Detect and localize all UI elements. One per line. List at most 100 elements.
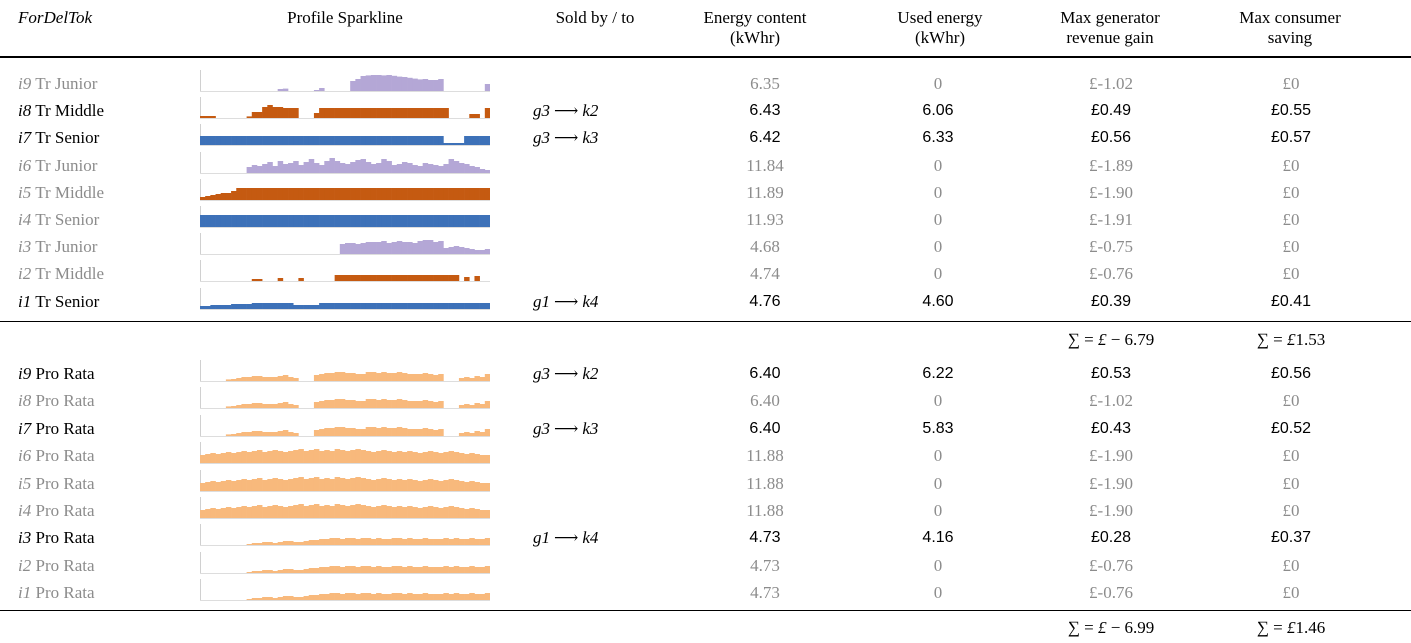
sparkline-bar [267,136,273,146]
sparkline-bar [313,504,320,518]
sparkline-bar [277,215,284,227]
sparkline-bar [391,242,398,255]
sparkline-bar [225,215,232,227]
sparkline-bar [365,451,372,464]
sparkline-bar [386,160,392,173]
sparkline-bar [324,450,330,464]
sparkline-bar [448,594,455,601]
sparkline-bar [438,302,444,309]
sparkline-bar [458,432,465,436]
sparkline-bar [376,565,382,573]
energy-content: 11.89 [746,182,784,202]
sparkline-bar [427,302,434,309]
sparkline-bar [381,566,387,573]
sparkline-bar [251,136,258,146]
sparkline-bar [391,479,398,491]
sparkline-bar [401,539,408,546]
sparkline-bar [433,539,439,546]
sparkline-bar [433,136,439,146]
sparkline-bar [350,427,356,436]
sparkline-bar [438,428,444,436]
sparkline-bar [355,594,361,601]
sold-by-to: g3 ⟶ k3 [533,419,598,439]
sparkline-bar [464,163,470,173]
sparkline-bar [401,187,408,200]
used-energy: 0 [933,182,943,202]
sparkline-bar [293,187,299,200]
row-label: i4 Tr Senior [18,210,99,230]
sparkline-bar [360,401,367,409]
sparkline-bar [376,136,382,146]
sparkline-bar [448,539,455,546]
sparkline-bar [313,540,320,546]
sparkline-bar [381,136,387,146]
sparkline-bar [417,79,423,91]
sparkline-bar [205,454,211,464]
row-index: i8 [18,391,32,411]
sold-to: k2 [582,364,599,383]
sparkline-bar [407,187,413,200]
sparkline-bar [433,187,439,200]
sparkline-bar [236,187,242,200]
sparkline-bar [329,478,335,491]
sparkline-bar [370,426,377,436]
sparkline-bar [365,426,372,436]
energy-content: 6.42 [749,129,781,147]
max-consumer-saving: £0 [1282,264,1300,284]
sparkline-bar [365,593,372,601]
sparkline-bar [313,375,320,381]
sparkline-bar [272,543,278,546]
row-tranche: Pro Rata [35,364,95,383]
sparkline-bar [417,136,423,146]
profile-sparkline [200,497,490,524]
sparkline-bar [262,163,268,173]
sparkline-bar [443,215,449,227]
sparkline-bar [324,505,330,518]
max-generator-gain: £0.53 [1090,365,1132,382]
sparkline-bar [277,136,284,146]
sparkline-bar [376,593,382,601]
sparkline-bar [469,538,475,546]
sparkline-bar [360,302,367,309]
sparkline-bar [443,452,449,464]
sparkline-bar [391,400,398,409]
row-tranche: Pro Rata [35,473,95,493]
sparkline-bar [412,164,418,173]
sparkline-bar [324,136,330,146]
sparkline-bar [391,275,398,282]
sparkline-bar [448,478,455,491]
sparkline-bar [231,379,237,381]
sparkline-bar [464,302,470,309]
sparkline-bar [422,162,429,173]
sparkline-bar [386,539,392,546]
sparkline-bar [443,143,449,146]
sparkline-bar [407,136,413,146]
sparkline-bar [365,506,372,518]
sparkline-bar [256,187,263,200]
sparkline-bar [256,450,263,464]
sparkline-bar [484,302,490,309]
sparkline-bar [386,566,392,573]
sparkline-bar [427,240,434,255]
header-max-consumer-line2: saving [1267,28,1313,47]
sparkline-bar [401,400,408,409]
sparkline-bar [220,215,227,227]
row-tranche: Tr Junior [35,74,98,93]
sparkline-bar [231,480,237,491]
sparkline-bar [448,566,455,573]
sparkline-bar [241,431,247,436]
sparkline-bar [458,539,465,546]
sold-by-to: g3 ⟶ k2 [533,364,598,384]
sold-to: k4 [582,528,599,548]
sparkline-bar [386,275,392,282]
max-consumer-saving: £0 [1282,583,1300,603]
header-energy-content-unit: (kWhr) [729,28,781,47]
sparkline-bar [407,302,413,309]
sparkline-bar [433,566,439,573]
sparkline-bar [303,187,310,200]
sparkline-bar [220,192,227,200]
row-tranche: Tr Senior [35,291,100,311]
sparkline-bar [396,565,403,573]
sparkline-bar [282,429,289,436]
sparkline-bar [324,187,330,200]
